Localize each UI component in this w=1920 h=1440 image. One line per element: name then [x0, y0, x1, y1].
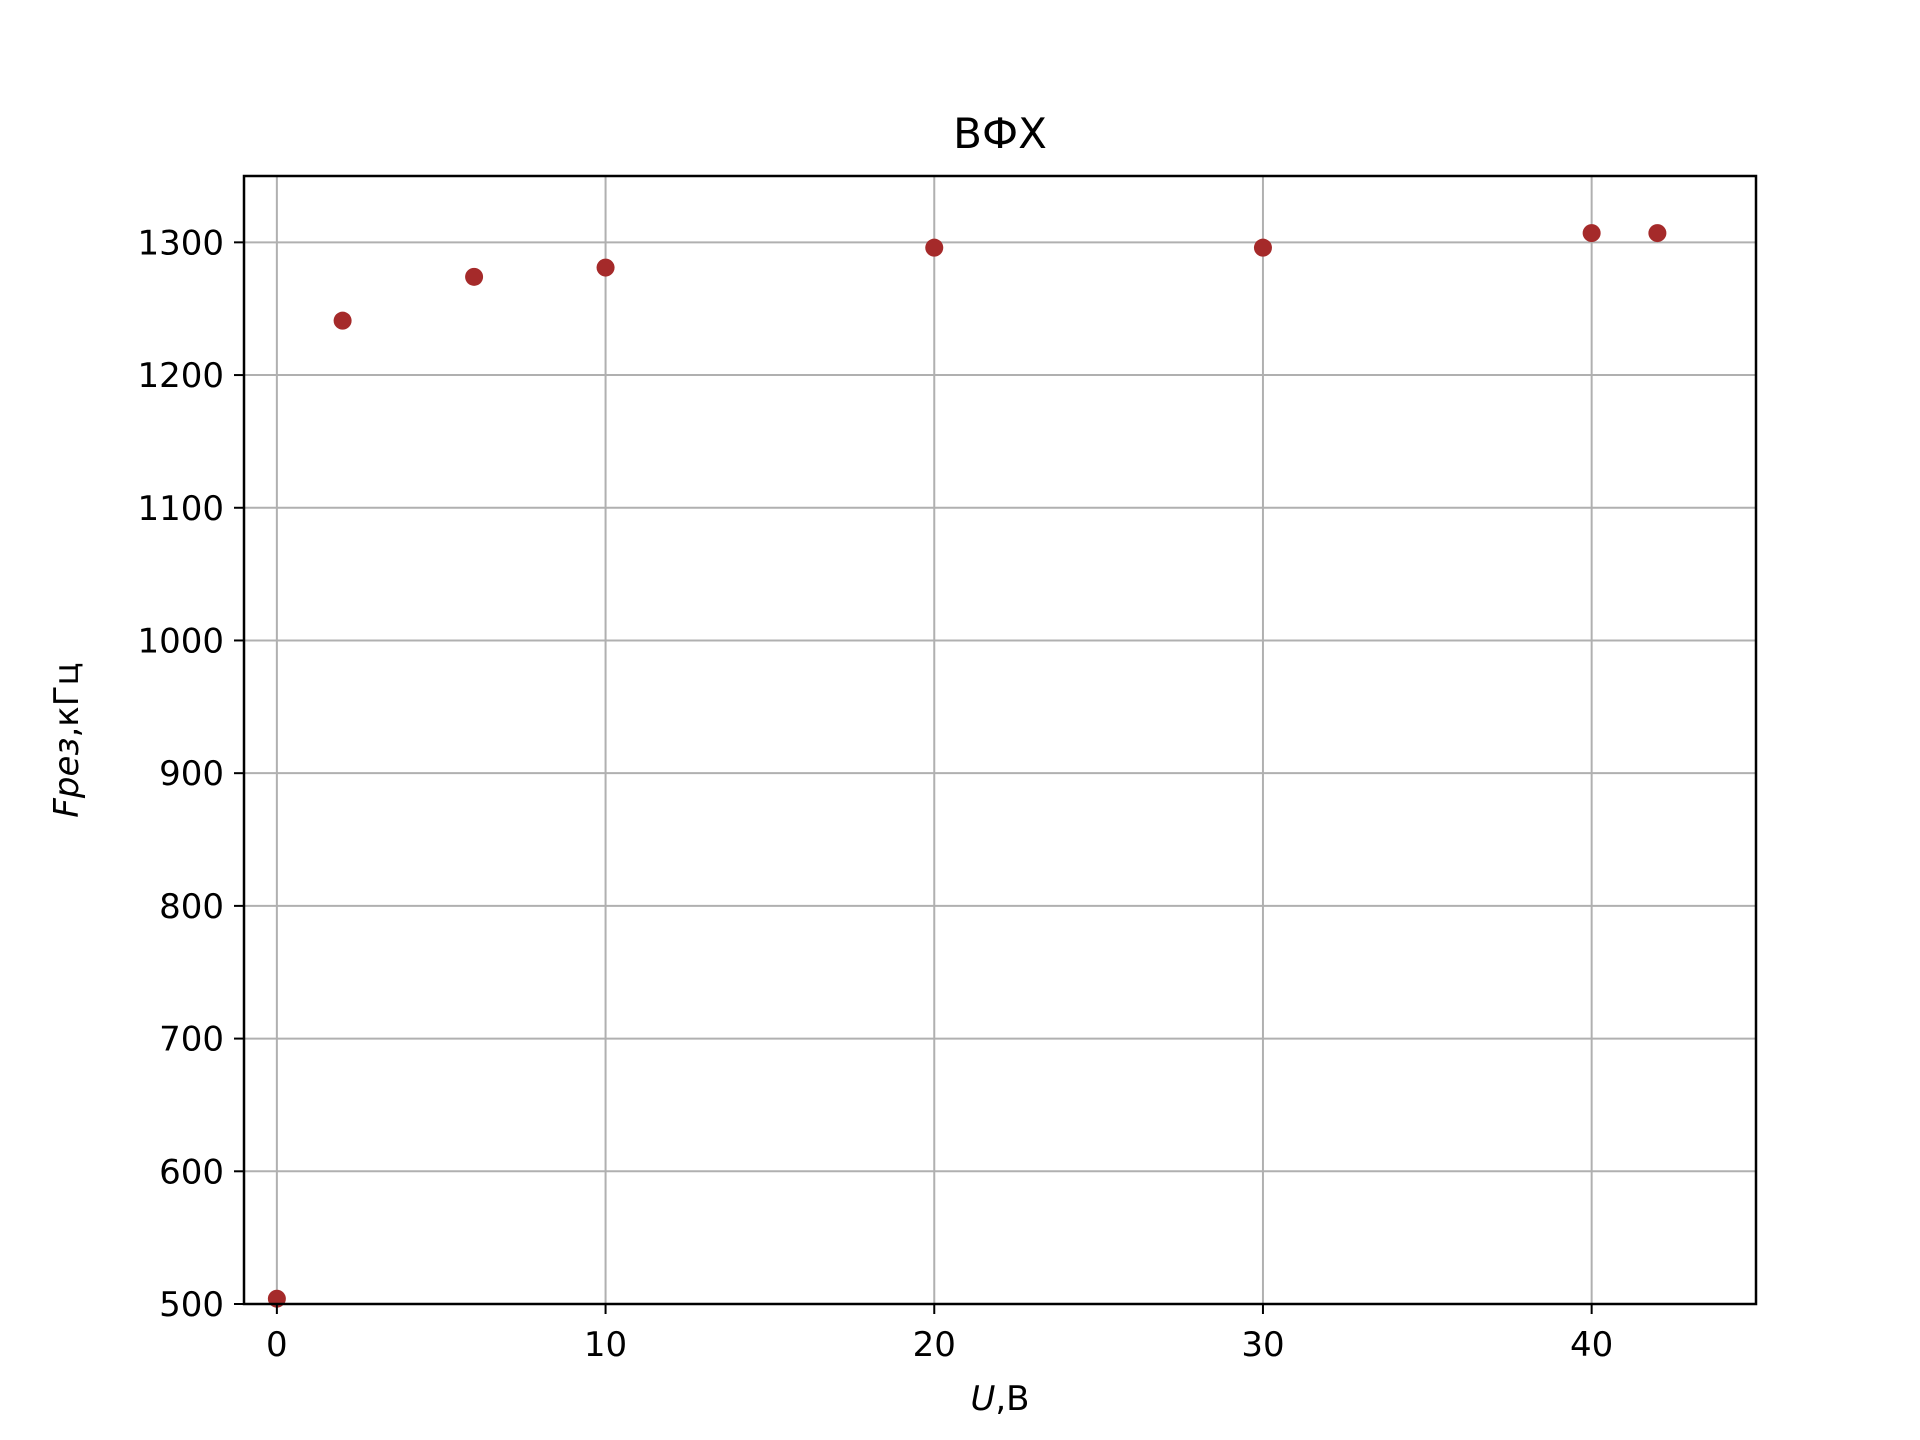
- x-tick-label: 20: [913, 1325, 956, 1365]
- data-point: [1253, 238, 1272, 257]
- x-axis-label-unit: ,В: [995, 1379, 1029, 1419]
- y-axis-label-variable: Fрез: [47, 738, 87, 818]
- x-tick-label: 40: [1570, 1325, 1613, 1365]
- y-tick-label: 1200: [137, 356, 224, 396]
- y-tick-label: 700: [159, 1020, 224, 1060]
- y-tick-label: 900: [159, 754, 224, 794]
- y-axis-label-unit: ,кГц: [47, 662, 87, 737]
- y-axis-label: Fрез,кГц: [47, 662, 87, 817]
- data-point: [596, 258, 615, 277]
- data-point: [1582, 224, 1601, 243]
- x-tick-label: 0: [266, 1325, 288, 1365]
- x-axis-label: U,В: [970, 1379, 1029, 1419]
- data-point: [925, 238, 944, 257]
- y-axis-ticks: 500 600 700 800 900 1000 1100 1200 1300: [137, 223, 244, 1325]
- x-tick-label: 10: [584, 1325, 627, 1365]
- data-point: [1648, 224, 1667, 243]
- x-axis-label-variable: U: [970, 1379, 995, 1419]
- y-tick-label: 1000: [137, 621, 224, 661]
- data-points: [267, 224, 1667, 1308]
- y-tick-label: 500: [159, 1285, 224, 1325]
- plot-frame: [242, 174, 1758, 1306]
- data-point: [333, 311, 352, 330]
- chart-title: ВФХ: [953, 109, 1047, 158]
- y-tick-label: 1100: [137, 489, 224, 529]
- x-tick-label: 30: [1241, 1325, 1284, 1365]
- y-tick-label: 1300: [137, 223, 224, 263]
- x-axis-ticks: 0 10 20 30 40: [266, 1304, 1613, 1365]
- data-point: [465, 267, 484, 286]
- y-tick-label: 600: [159, 1152, 224, 1192]
- y-tick-label: 800: [159, 887, 224, 927]
